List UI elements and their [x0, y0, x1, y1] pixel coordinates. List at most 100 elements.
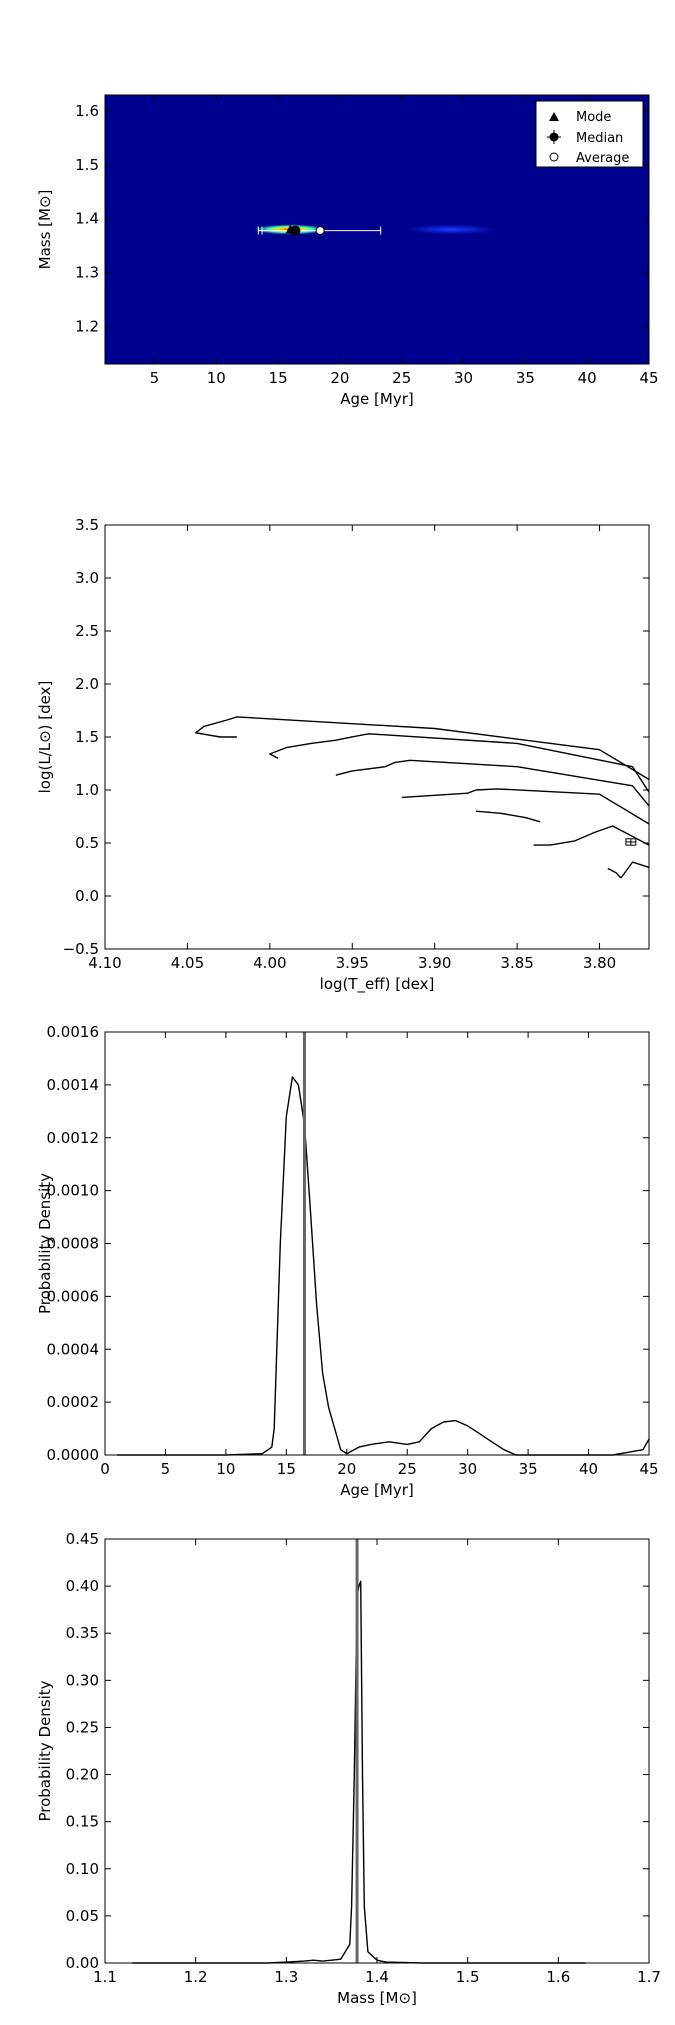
- x-tick-label: 45: [639, 1460, 658, 1478]
- x-tick-label: 1.2: [184, 1968, 208, 1986]
- y-tick-label: 0.10: [66, 1860, 99, 1878]
- x-tick-label: 35: [519, 1460, 538, 1478]
- x-tick-label: 45: [639, 369, 658, 387]
- age-probability-panel: 0 5 10 15 20 25 30 35 40 45 0.0000 0.0002 0.0004 0.00…: [36, 1023, 659, 1499]
- x-tick-label: 10: [216, 1460, 235, 1478]
- y-axis-title: Mass [M⊙]: [36, 190, 54, 270]
- evolutionary-track: [226, 716, 649, 781]
- y-tick-label: 0.30: [66, 1671, 99, 1689]
- y-tick-label: 0.0008: [47, 1235, 100, 1253]
- x-axis-title: Age [Myr]: [340, 1481, 413, 1499]
- x-tick-label: 40: [579, 1460, 598, 1478]
- density-curve: [117, 1076, 650, 1456]
- x-tick-label: 1.4: [365, 1968, 389, 1986]
- x-tick-label: 1.6: [546, 1968, 570, 1986]
- y-tick-label: 0.0016: [47, 1023, 100, 1041]
- x-tick-label: 35: [516, 369, 535, 387]
- x-tick-label: 15: [277, 1460, 296, 1478]
- y-tick-label: 0.0000: [47, 1446, 100, 1464]
- y-tick-label: 1.4: [75, 210, 99, 228]
- y-tick-label: 1.2: [75, 317, 99, 335]
- y-tick-label: 0.35: [66, 1624, 99, 1642]
- y-axis-title: Probability Density: [36, 1173, 54, 1314]
- y-tick-label: 2.0: [75, 675, 99, 693]
- track-hook: [269, 735, 358, 759]
- x-axis-title: log(T_eff) [dex]: [320, 975, 435, 994]
- y-tick-label: 1.5: [75, 728, 99, 746]
- plot-frame: [104, 524, 650, 950]
- y-tick-label: 0.15: [66, 1813, 99, 1831]
- x-tick-label: 5: [161, 1460, 171, 1478]
- y-tick-label: 2.5: [75, 622, 99, 640]
- y-axis-title: log(L/L⊙) [dex]: [36, 681, 54, 794]
- y-tick-label: −0.5: [63, 940, 99, 958]
- average-marker: [315, 226, 325, 236]
- y-tick-label: 0.45: [66, 1530, 99, 1548]
- evolutionary-track: [594, 825, 649, 846]
- y-tick-label: 0.0004: [47, 1340, 100, 1358]
- density-hotspot-low: [406, 224, 497, 235]
- x-tick-label: 30: [458, 1460, 477, 1478]
- y-tick-label: 0.5: [75, 834, 99, 852]
- x-tick-label: 3.90: [418, 954, 451, 972]
- evolutionary-track: [475, 788, 649, 825]
- x-axis-title: Age [Myr]: [340, 390, 413, 408]
- x-tick-label: 3.85: [500, 954, 533, 972]
- legend-label-average: Average: [576, 151, 629, 166]
- mass-probability-panel: 1.1 1.2 1.3 1.4 1.5 1.6 1.7 0.00 0.05 0.10 0.15 0.2…: [36, 1530, 661, 2007]
- y-tick-label: 0.0012: [47, 1129, 100, 1147]
- x-tick-label: 40: [578, 369, 597, 387]
- x-tick-label: 5: [150, 369, 160, 387]
- legend: Mode Median Average: [535, 100, 644, 168]
- y-tick-label: 0.05: [66, 1907, 99, 1925]
- x-tick-label: 4.10: [88, 954, 121, 972]
- y-axis-title: Probability Density: [36, 1680, 54, 1821]
- y-tick-label: 3.0: [75, 569, 99, 587]
- y-tick-label: 0.0014: [47, 1076, 100, 1094]
- density-curve: [132, 1580, 586, 1964]
- y-tick-label: 3.5: [75, 516, 99, 534]
- track-hook: [401, 789, 477, 799]
- legend-label-mode: Mode: [576, 110, 611, 125]
- x-tick-label: 4.00: [253, 954, 286, 972]
- y-tick-label: 1.6: [75, 102, 99, 120]
- x-tick-label: 0: [100, 1460, 110, 1478]
- x-tick-label: 20: [337, 1460, 356, 1478]
- x-tick-label: 1.5: [456, 1968, 480, 1986]
- y-tick-label: 0.00: [66, 1954, 99, 1972]
- x-tick-label: 1.1: [93, 1968, 117, 1986]
- x-tick-label: 20: [330, 369, 349, 387]
- legend-average-symbol: [549, 152, 559, 162]
- track-hook: [475, 810, 541, 823]
- x-tick-label: 10: [207, 369, 226, 387]
- evolutionary-track: [620, 861, 649, 879]
- y-tick-label: 1.3: [75, 264, 99, 282]
- y-tick-label: 1.5: [75, 156, 99, 174]
- median-marker: [290, 225, 301, 236]
- plot-frame: [104, 1031, 650, 1456]
- x-tick-label: 25: [392, 369, 411, 387]
- evolutionary-track: [357, 733, 649, 793]
- legend-mode-symbol: [549, 112, 559, 121]
- x-tick-label: 1.3: [274, 1968, 298, 1986]
- age-mass-heatmap-panel: 5 10 15 20 25 30 35 40 45 1.2 1.3 1.4 1.5 1.6 Age [Myr…: [36, 94, 659, 408]
- evolutionary-track: [395, 759, 649, 807]
- y-tick-label: 0.0010: [47, 1182, 100, 1200]
- track-hook: [533, 831, 595, 846]
- y-tick-label: 0.0: [75, 887, 99, 905]
- legend-label-median: Median: [576, 131, 623, 146]
- y-tick-label: 0.0002: [47, 1393, 100, 1411]
- track-hook: [607, 867, 622, 879]
- x-tick-label: 1.7: [637, 1968, 661, 1986]
- x-axis-title: Mass [M⊙]: [337, 1989, 417, 2007]
- hr-diagram-panel: 4.10 4.05 4.00 3.95 3.90 3.85 3.80 −0.5 0.0 0.5 1.…: [36, 516, 650, 994]
- plot-frame: [104, 1538, 650, 1964]
- tracks-group: [195, 716, 649, 879]
- x-tick-label: 3.80: [583, 954, 616, 972]
- y-tick-label: 1.0: [75, 781, 99, 799]
- track-hook: [195, 719, 237, 738]
- y-tick-label: 0.40: [66, 1577, 99, 1595]
- x-tick-label: 15: [269, 369, 288, 387]
- x-tick-label: 30: [454, 369, 473, 387]
